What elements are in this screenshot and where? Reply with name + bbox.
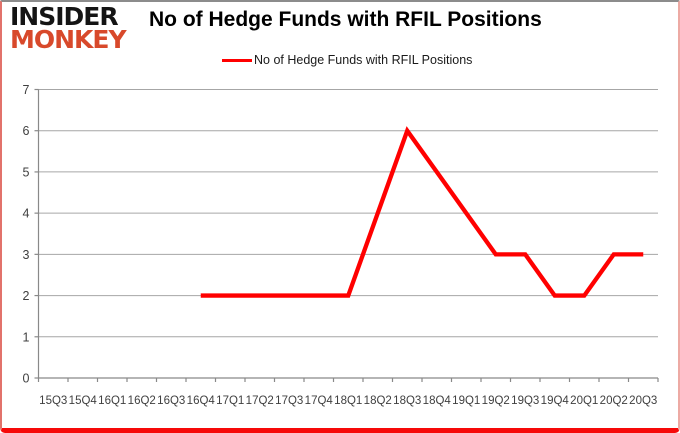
x-tick-label-15Q3: 15Q3 xyxy=(39,395,67,407)
x-tick-label-18Q3: 18Q3 xyxy=(393,395,421,407)
x-tick-label-19Q3: 19Q3 xyxy=(511,395,539,407)
x-tick-label-20Q1: 20Q1 xyxy=(570,395,598,407)
x-tick-label-17Q4: 17Q4 xyxy=(305,395,334,407)
y-tick-label-5: 5 xyxy=(23,165,30,179)
x-tick-label-19Q2: 19Q2 xyxy=(482,395,510,407)
x-tick-label-17Q3: 17Q3 xyxy=(275,395,303,407)
x-tick-label-16Q3: 16Q3 xyxy=(157,395,185,407)
x-tick-label-18Q2: 18Q2 xyxy=(364,395,392,407)
x-tick-label-16Q4: 16Q4 xyxy=(187,395,216,407)
page-title: No of Hedge Funds with RFIL Positions xyxy=(149,8,542,31)
x-tick-label-18Q1: 18Q1 xyxy=(334,395,362,407)
legend-line-swatch xyxy=(222,58,252,62)
y-tick-label-2: 2 xyxy=(23,289,30,303)
logo-line1: INSIDER xyxy=(10,2,119,31)
y-tick-label-4: 4 xyxy=(23,207,30,221)
x-tick-label-20Q2: 20Q2 xyxy=(600,395,628,407)
legend: No of Hedge Funds with RFIL Positions xyxy=(222,53,472,67)
logo-line2: MONKEY xyxy=(10,25,127,54)
x-tick-label-15Q4: 15Q4 xyxy=(69,395,98,407)
y-tick-label-0: 0 xyxy=(23,372,30,386)
x-tick-label-16Q2: 16Q2 xyxy=(128,395,156,407)
y-tick-label-1: 1 xyxy=(23,330,30,344)
x-tick-label-17Q2: 17Q2 xyxy=(246,395,274,407)
x-tick-label-20Q3: 20Q3 xyxy=(629,395,657,407)
x-tick-label-16Q1: 16Q1 xyxy=(98,395,126,407)
legend-label: No of Hedge Funds with RFIL Positions xyxy=(254,53,473,67)
y-tick-label-3: 3 xyxy=(23,248,30,262)
x-tick-label-18Q4: 18Q4 xyxy=(423,395,452,407)
x-tick-label-17Q1: 17Q1 xyxy=(216,395,244,407)
y-tick-label-7: 7 xyxy=(23,83,30,97)
insider-monkey-logo: INSIDER MONKEY xyxy=(10,2,127,54)
x-tick-label-19Q1: 19Q1 xyxy=(452,395,480,407)
x-tick-label-19Q4: 19Q4 xyxy=(541,395,570,407)
y-tick-label-6: 6 xyxy=(23,124,30,138)
series-line-hedge-funds xyxy=(200,126,644,298)
